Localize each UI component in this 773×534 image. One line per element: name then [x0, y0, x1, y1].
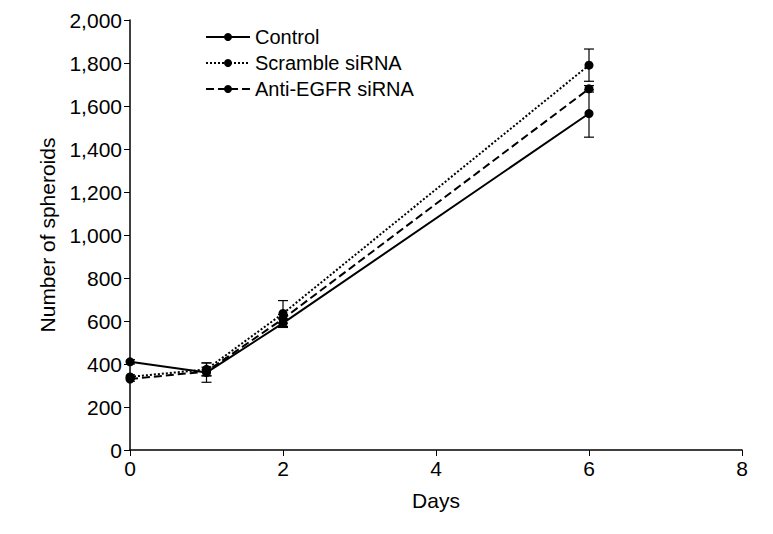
svg-text:6: 6: [583, 457, 595, 480]
svg-text:8: 8: [736, 457, 748, 480]
svg-text:200: 200: [87, 396, 122, 419]
svg-text:1,200: 1,200: [69, 181, 122, 204]
svg-text:600: 600: [87, 310, 122, 333]
svg-text:Anti-EGFR siRNA: Anti-EGFR siRNA: [255, 78, 415, 100]
svg-text:800: 800: [87, 267, 122, 290]
svg-text:Scramble siRNA: Scramble siRNA: [255, 52, 402, 74]
svg-text:1,000: 1,000: [69, 224, 122, 247]
svg-text:2,000: 2,000: [69, 9, 122, 32]
svg-text:Control: Control: [255, 26, 319, 48]
svg-text:Number of spheroids: Number of spheroids: [36, 138, 59, 333]
svg-text:2: 2: [277, 457, 289, 480]
svg-text:1,800: 1,800: [69, 52, 122, 75]
svg-text:4: 4: [430, 457, 442, 480]
svg-text:1,400: 1,400: [69, 138, 122, 161]
svg-text:0: 0: [124, 457, 136, 480]
svg-text:400: 400: [87, 353, 122, 376]
svg-text:0: 0: [110, 439, 122, 462]
svg-text:Days: Days: [412, 489, 460, 512]
svg-text:1,600: 1,600: [69, 95, 122, 118]
